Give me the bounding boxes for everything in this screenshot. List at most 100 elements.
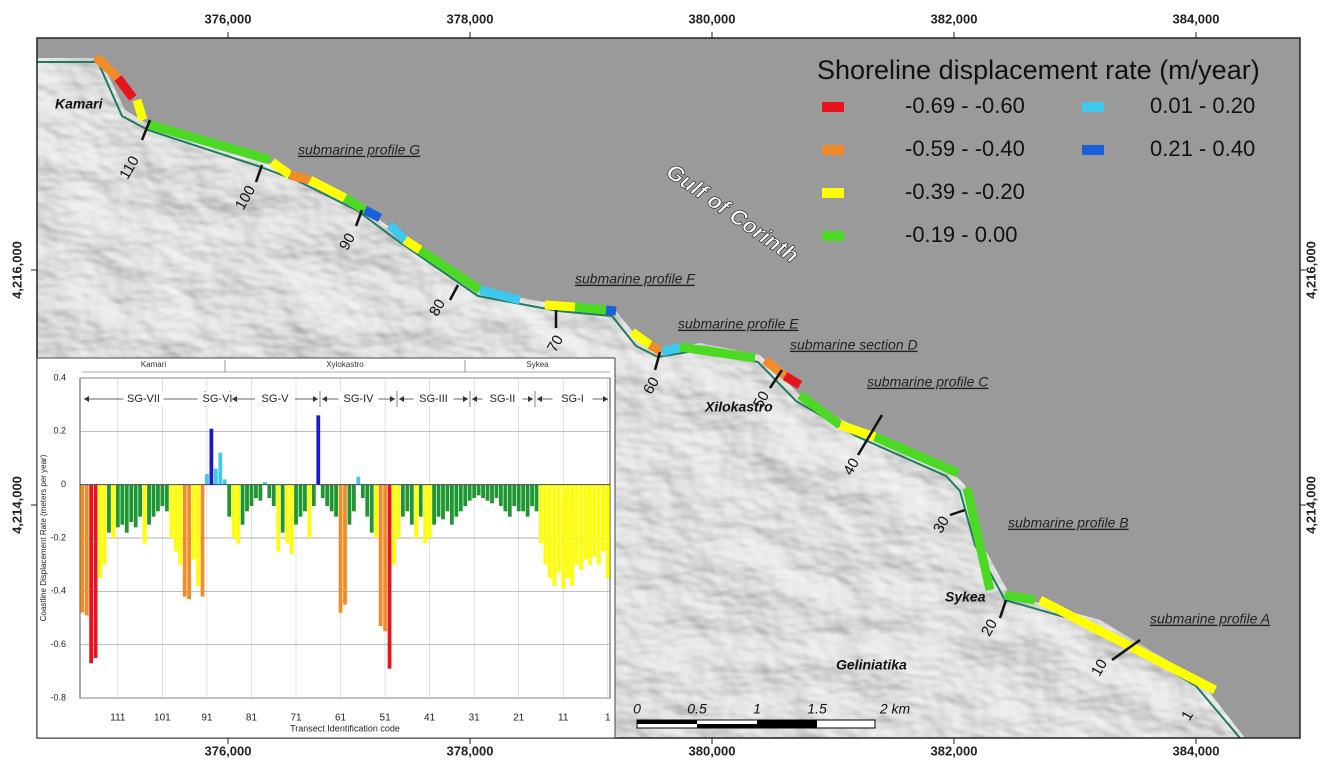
- segment-label: SG-I: [561, 393, 584, 405]
- legend-swatch: [1082, 145, 1104, 155]
- bar: [125, 485, 129, 533]
- bar: [192, 485, 196, 560]
- x-axis-title: Transect Identification code: [290, 723, 400, 733]
- bar: [490, 485, 494, 504]
- x-tick-label: 1: [605, 713, 611, 724]
- place-label: Kamari: [55, 96, 104, 112]
- profile-label: submarine section D: [790, 337, 918, 353]
- bar: [423, 485, 427, 544]
- bar: [330, 485, 334, 512]
- segment-label: SG-V: [262, 393, 290, 405]
- bar: [441, 485, 445, 520]
- bar: [152, 485, 156, 517]
- bar: [593, 485, 597, 557]
- bar: [512, 485, 516, 506]
- bar: [316, 415, 320, 484]
- bar: [463, 485, 467, 506]
- bar: [112, 485, 116, 538]
- bar: [325, 485, 329, 506]
- bar: [312, 485, 316, 506]
- bar: [94, 485, 98, 658]
- x-tick-label: 111: [110, 713, 126, 724]
- bar: [584, 485, 588, 560]
- bar: [245, 485, 249, 512]
- legend-swatch: [822, 102, 844, 112]
- bar: [134, 485, 138, 528]
- scale-bar-segment: [637, 720, 697, 724]
- bar: [397, 485, 401, 538]
- bar: [98, 485, 102, 578]
- bar: [579, 485, 583, 570]
- bar: [254, 485, 258, 498]
- bar: [241, 485, 245, 525]
- bar: [348, 485, 352, 525]
- bar: [205, 474, 209, 485]
- bar: [352, 485, 356, 512]
- profile-label: submarine profile A: [1150, 611, 1270, 627]
- bar: [107, 485, 111, 533]
- easting-label: 378,000: [447, 11, 494, 26]
- bar: [196, 485, 200, 586]
- bar: [267, 485, 271, 498]
- profile-label: submarine profile G: [298, 142, 420, 158]
- y-tick-label: -0.4: [50, 586, 66, 596]
- x-tick-label: 11: [558, 713, 569, 724]
- bar: [570, 485, 574, 586]
- bar: [588, 485, 592, 565]
- easting-label: 384,000: [1173, 743, 1220, 758]
- scale-label: 1.5: [807, 701, 827, 717]
- bar: [290, 485, 294, 554]
- scale-label: 1: [753, 701, 761, 717]
- bar: [575, 485, 579, 565]
- x-tick-label: 101: [154, 713, 171, 724]
- profile-label: submarine profile B: [1008, 515, 1129, 531]
- place-label: Sykea: [945, 589, 986, 605]
- bar: [548, 485, 552, 578]
- northing-label: 4,216,000: [9, 241, 24, 299]
- bar: [597, 485, 601, 565]
- bar: [156, 485, 160, 512]
- bar: [258, 485, 262, 501]
- scale-bar-segment: [757, 724, 817, 728]
- bar: [606, 485, 610, 578]
- y-tick-label: 0.2: [53, 426, 66, 436]
- bar: [103, 485, 107, 565]
- segment-label: SG-III: [419, 393, 448, 405]
- legend-label: -0.19 - 0.00: [905, 222, 1018, 247]
- bar: [165, 485, 169, 512]
- bar: [544, 485, 548, 565]
- bar: [356, 477, 360, 485]
- bar: [85, 485, 89, 616]
- bar: [138, 485, 142, 517]
- scale-bar: [637, 720, 875, 728]
- bar: [143, 485, 147, 544]
- bar: [294, 485, 298, 525]
- bar: [388, 485, 392, 669]
- bar: [414, 485, 418, 538]
- bar: [530, 485, 534, 506]
- bar: [365, 485, 369, 517]
- bar: [285, 485, 289, 544]
- easting-label: 382,000: [931, 743, 978, 758]
- easting-label: 376,000: [205, 11, 252, 26]
- bar: [276, 485, 280, 552]
- legend-title: Shoreline displacement rate (m/year): [817, 55, 1260, 85]
- bar: [454, 485, 458, 517]
- bar: [419, 485, 423, 517]
- bar: [227, 485, 231, 517]
- x-tick-label: 41: [424, 713, 436, 724]
- easting-label: 382,000: [931, 11, 978, 26]
- bar: [147, 485, 151, 525]
- y-tick-label: -0.6: [50, 639, 66, 649]
- bar: [334, 485, 338, 517]
- y-tick-label: 0.4: [53, 372, 66, 382]
- easting-label: 384,000: [1173, 11, 1220, 26]
- bar: [437, 485, 441, 517]
- bar: [374, 485, 378, 538]
- bar: [339, 485, 343, 613]
- bar: [370, 485, 374, 533]
- x-tick-label: 91: [201, 713, 213, 724]
- bar: [526, 485, 530, 517]
- bar: [401, 485, 405, 517]
- bar: [361, 485, 365, 498]
